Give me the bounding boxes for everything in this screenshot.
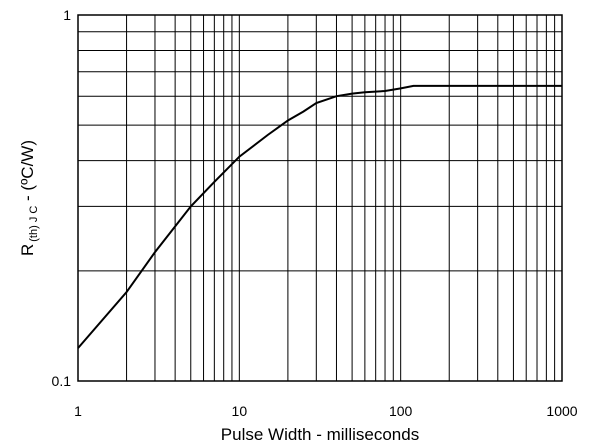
x-tick-label: 1000 <box>546 403 577 419</box>
y-axis-title-subscript: (th) J C <box>28 206 40 242</box>
y-tick-label: 0.1 <box>52 373 72 389</box>
y-axis-title: R (th) J C - (ºC/W) <box>18 140 40 256</box>
x-tick-label: 100 <box>389 403 413 419</box>
x-tick-label: 10 <box>232 403 248 419</box>
series-line <box>77 84 562 349</box>
grid <box>78 15 562 381</box>
series-layer <box>77 84 562 349</box>
y-tick-labels: 10.1 <box>52 7 72 389</box>
y-tick-label: 1 <box>63 7 71 23</box>
x-axis-title: Pulse Width - milliseconds <box>221 425 419 444</box>
x-tick-label: 1 <box>74 403 82 419</box>
x-tick-labels: 1 10 100 1000 <box>74 403 578 419</box>
y-axis-title-suffix: - (ºC/W) <box>18 140 37 206</box>
plot-frame <box>77 14 563 382</box>
y-axis-title-main: R <box>18 244 37 256</box>
